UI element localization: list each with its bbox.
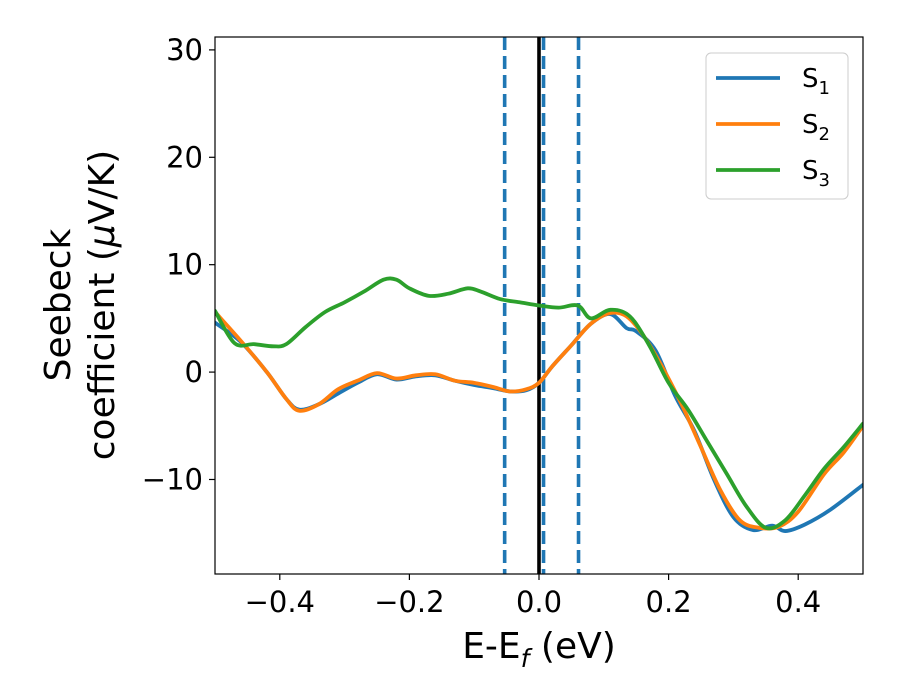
legend-label-3: S3 [802,156,830,191]
x-tick-label: 0.2 [646,585,692,619]
series-lines [215,276,863,533]
series-line-3 [215,276,863,531]
x-tick-label: 0.4 [775,585,821,619]
x-tick-label: −0.4 [245,585,315,619]
legend-label-1: S1 [802,64,830,99]
y-tick-label: 0 [185,355,203,389]
x-axis-ticks: −0.4 −0.2 0.0 0.2 0.4 [245,574,821,619]
y-axis-label-line2: coefficient (μV/K) [82,150,123,460]
y-tick-label: 10 [166,248,203,282]
y-tick-label: −10 [142,462,203,496]
legend: S1 S2 S3 [705,52,849,200]
y-tick-label: 30 [166,33,203,67]
x-tick-label: 0.0 [516,585,562,619]
y-tick-label: 20 [166,140,203,174]
legend-box [705,52,849,200]
legend-label-2: S2 [802,110,830,145]
series-line-2 [215,310,863,531]
y-axis-label-line1: Seebeck [38,228,79,381]
x-axis-label: E-Ef (eV) [462,626,616,673]
x-tick-label: −0.2 [374,585,444,619]
y-axis-ticks: −10 0 10 20 30 [142,33,215,496]
y-axis-label: Seebeck coefficient (μV/K) [38,150,123,460]
